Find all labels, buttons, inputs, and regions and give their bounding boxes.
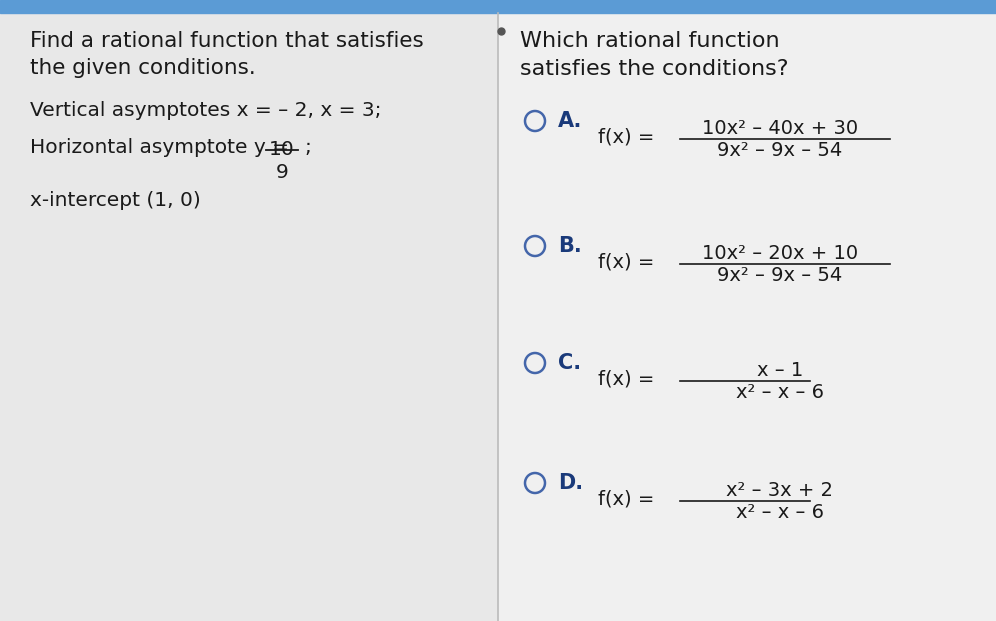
Text: Vertical asymptotes x = – 2, x = 3;: Vertical asymptotes x = – 2, x = 3; bbox=[30, 101, 381, 120]
Text: 10x² – 40x + 30: 10x² – 40x + 30 bbox=[702, 119, 859, 138]
Text: 9x² – 9x – 54: 9x² – 9x – 54 bbox=[717, 266, 843, 285]
Bar bbox=[498, 0, 996, 621]
Text: x² – x – 6: x² – x – 6 bbox=[736, 503, 824, 522]
Text: 10: 10 bbox=[269, 140, 295, 159]
Text: x-intercept (1, 0): x-intercept (1, 0) bbox=[30, 191, 201, 210]
Text: D.: D. bbox=[558, 473, 583, 493]
Text: x² – x – 6: x² – x – 6 bbox=[736, 383, 824, 402]
Text: f(x) =: f(x) = bbox=[598, 489, 654, 509]
Text: satisfies the conditions?: satisfies the conditions? bbox=[520, 59, 789, 79]
Text: the given conditions.: the given conditions. bbox=[30, 58, 256, 78]
Text: 9x² – 9x – 54: 9x² – 9x – 54 bbox=[717, 141, 843, 160]
Text: f(x) =: f(x) = bbox=[598, 127, 654, 147]
Text: x² – 3x + 2: x² – 3x + 2 bbox=[726, 481, 834, 500]
Text: 9: 9 bbox=[276, 163, 289, 182]
Text: C.: C. bbox=[558, 353, 581, 373]
Text: f(x) =: f(x) = bbox=[598, 369, 654, 389]
Bar bbox=[0, 0, 498, 621]
Text: x – 1: x – 1 bbox=[757, 361, 803, 380]
Text: Which rational function: Which rational function bbox=[520, 31, 780, 51]
Text: f(x) =: f(x) = bbox=[598, 253, 654, 271]
Bar bbox=[0, 0, 996, 13]
Text: B.: B. bbox=[558, 236, 582, 256]
Text: Horizontal asymptote y =: Horizontal asymptote y = bbox=[30, 138, 296, 157]
Text: ;: ; bbox=[304, 138, 311, 157]
Text: 10x² – 20x + 10: 10x² – 20x + 10 bbox=[702, 244, 859, 263]
Text: A.: A. bbox=[558, 111, 583, 131]
Text: Find a rational function that satisfies: Find a rational function that satisfies bbox=[30, 31, 423, 51]
